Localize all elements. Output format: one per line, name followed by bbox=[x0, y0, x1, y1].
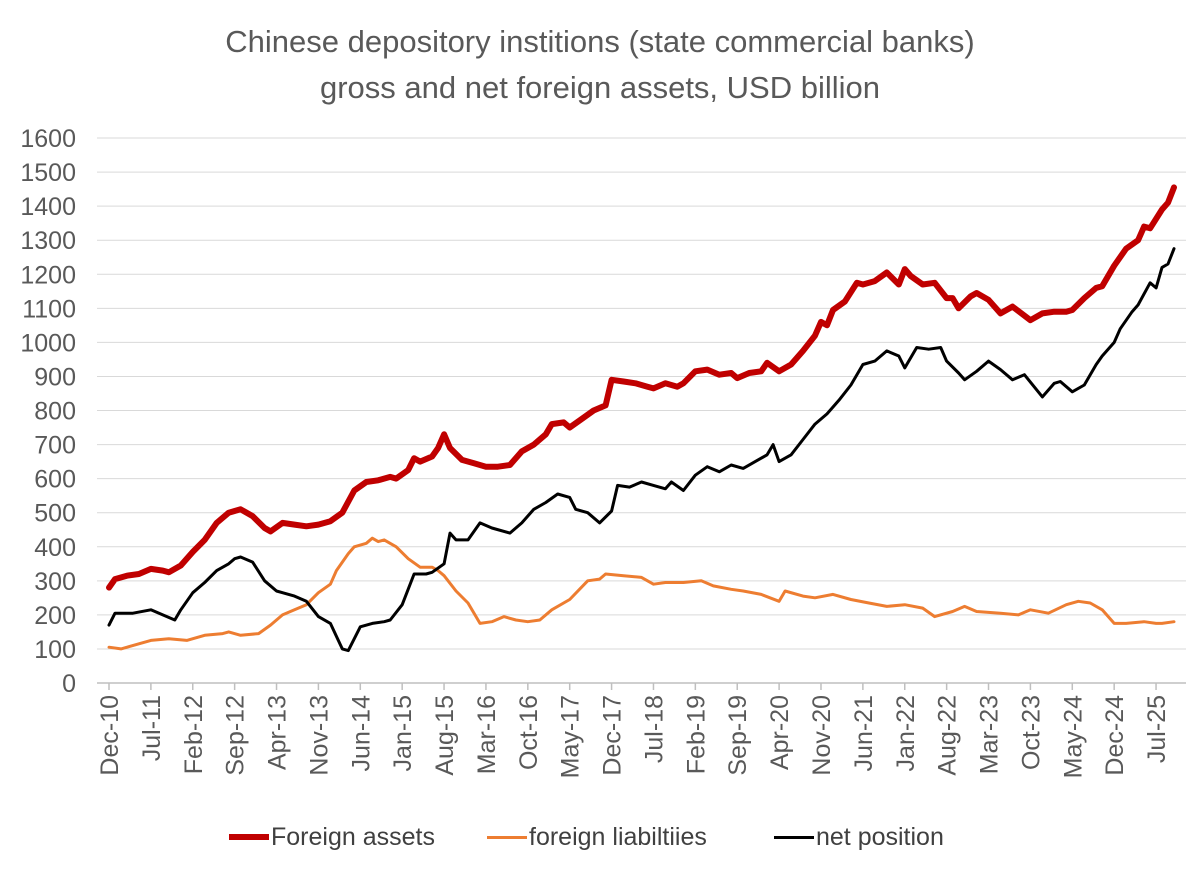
chart-title-line1: Chinese depository institions (state com… bbox=[225, 24, 975, 59]
x-tick-label: Jan-22 bbox=[892, 695, 920, 771]
y-tick-label: 700 bbox=[34, 432, 76, 460]
gridlines bbox=[97, 137, 1186, 650]
y-tick-label: 400 bbox=[34, 534, 76, 562]
x-tick-label: May-17 bbox=[557, 695, 585, 778]
x-tick-label: Apr-13 bbox=[264, 695, 292, 770]
y-tick-label: 1000 bbox=[20, 329, 76, 357]
series-lines bbox=[106, 184, 1177, 653]
x-tick-label: Aug-22 bbox=[934, 695, 962, 776]
legend-label-foreign-liabilities: foreign liabiltiies bbox=[529, 822, 707, 851]
x-tick-label: Nov-13 bbox=[305, 695, 333, 776]
x-tick-label: Feb-19 bbox=[682, 695, 710, 774]
series-line-foreign-assets bbox=[106, 184, 1177, 591]
x-tick-label: Jul-25 bbox=[1143, 695, 1171, 763]
x-tick-label: Oct-23 bbox=[1017, 695, 1045, 770]
y-tick-label: 1600 bbox=[20, 125, 76, 153]
x-tick-label: Jul-18 bbox=[640, 695, 668, 763]
y-tick-label: 900 bbox=[34, 363, 76, 391]
y-tick-label: 1100 bbox=[22, 295, 76, 323]
x-tick-label: Sep-19 bbox=[724, 695, 752, 776]
x-tick-label: Dec-10 bbox=[96, 695, 124, 776]
x-tick-label: Mar-16 bbox=[473, 695, 501, 774]
x-tick-label: Apr-20 bbox=[766, 695, 794, 770]
legend-swatch-foreign-liabilities bbox=[487, 835, 527, 839]
x-tick-label: Dec-17 bbox=[599, 695, 627, 776]
y-tick-label: 0 bbox=[62, 670, 76, 698]
x-tick-label: Nov-20 bbox=[808, 695, 836, 776]
x-tick-label: Feb-12 bbox=[180, 695, 208, 774]
legend-label-net-position: net position bbox=[816, 822, 944, 851]
x-axis: Dec-10 Jul-11 Feb-12 Sep-12 Apr-13 Nov-13 Jun-… bbox=[96, 682, 1186, 778]
x-tick-label: Mar-23 bbox=[976, 695, 1004, 774]
x-tick-label: Dec-24 bbox=[1101, 695, 1129, 776]
x-tick-label: Aug-15 bbox=[431, 695, 459, 776]
y-axis: 0 100 200 300 400 500 600 700 800 900 1000 1100 1200… bbox=[20, 125, 76, 698]
legend: Foreign assets foreign liabiltiies net p… bbox=[0, 819, 1200, 855]
x-tick-label: Jan-15 bbox=[389, 695, 417, 771]
y-tick-label: 200 bbox=[34, 602, 76, 630]
y-tick-label: 1200 bbox=[20, 261, 76, 289]
legend-item-net-position: net position bbox=[774, 819, 944, 855]
x-tick-label: Jun-21 bbox=[850, 695, 878, 771]
legend-swatch-foreign-assets bbox=[229, 834, 269, 840]
chart-title-line2: gross and net foreign assets, USD billio… bbox=[319, 70, 880, 105]
series-line-foreign-liabilities bbox=[107, 536, 1176, 651]
x-tick-label: May-24 bbox=[1059, 695, 1087, 778]
y-tick-label: 100 bbox=[34, 636, 76, 664]
y-tick-label: 1300 bbox=[20, 227, 76, 255]
y-tick-label: 1500 bbox=[20, 159, 76, 187]
y-tick-label: 500 bbox=[34, 500, 76, 528]
y-tick-label: 1400 bbox=[20, 193, 76, 221]
legend-label-foreign-assets: Foreign assets bbox=[271, 822, 435, 851]
y-tick-label: 300 bbox=[34, 568, 76, 596]
legend-item-foreign-assets: Foreign assets bbox=[229, 819, 435, 855]
x-tick-label: Jun-14 bbox=[347, 695, 375, 772]
y-tick-label: 600 bbox=[34, 466, 76, 494]
y-tick-label: 800 bbox=[34, 398, 76, 426]
series-line-net-position bbox=[107, 247, 1176, 653]
x-tick-label: Sep-12 bbox=[222, 695, 250, 776]
x-tick-label: Oct-16 bbox=[515, 695, 543, 770]
x-tick-label: Jul-11 bbox=[138, 695, 166, 761]
legend-swatch-net-position bbox=[774, 835, 814, 839]
legend-item-foreign-liabilities: foreign liabiltiies bbox=[487, 819, 707, 855]
